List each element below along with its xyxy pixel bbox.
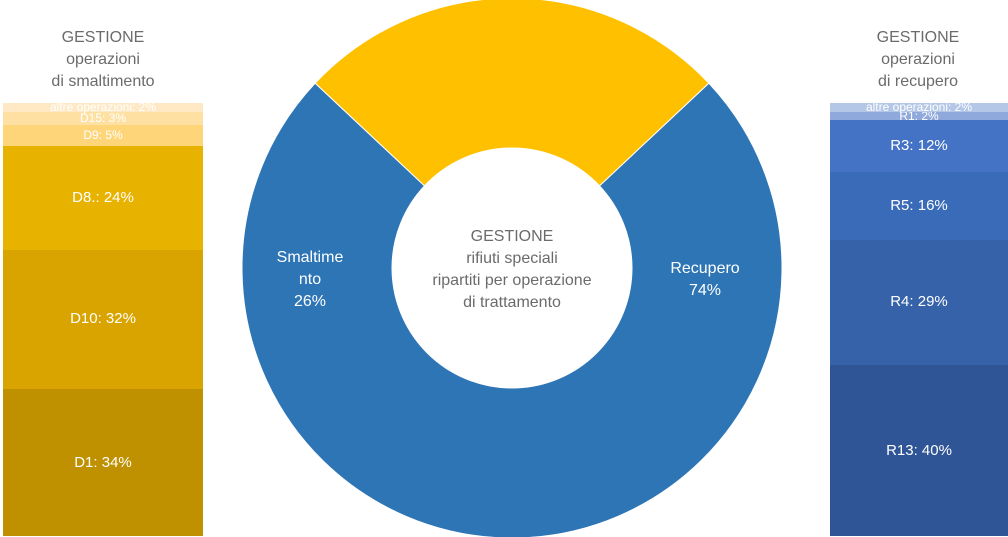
disposal-title-line3: di smaltimento <box>51 73 155 90</box>
recovery-stack-title: GESTIONE operazioni di recupero <box>818 27 1008 93</box>
disposal-segment-altre-operazioni: altre operazioni: 2% <box>3 101 203 113</box>
recovery-value-label: 74% <box>689 282 721 299</box>
recovery-name-label: Recupero <box>670 260 739 277</box>
disposal-stack-title: GESTIONE operazioni di smaltimento <box>3 27 203 93</box>
recovery-slice <box>241 82 783 537</box>
center-label-line3: ripartiti per operazione <box>432 272 591 289</box>
disposal-segment-d8: D8.: 24% <box>3 146 203 251</box>
recovery-segment-r3: R3: 12% <box>830 120 1008 172</box>
disposal-name-label: nto <box>299 271 321 288</box>
disposal-title-line2: operazioni <box>66 51 140 68</box>
recovery-segment-r1: R1: 2% <box>830 110 1008 121</box>
recovery-segment-r5: R5: 16% <box>830 171 1008 241</box>
recovery-title-line3: di recupero <box>877 73 959 90</box>
recovery-segment-r4: R4: 29% <box>830 240 1008 365</box>
disposal-value-label: 26% <box>294 293 326 310</box>
recovery-title-line1: GESTIONE <box>876 29 960 46</box>
recovery-segment-r13: R13: 40% <box>830 364 1008 536</box>
center-label-line2: rifiuti speciali <box>466 250 558 267</box>
disposal-segment-d9: D9: 5% <box>3 124 203 147</box>
disposal-segment-d10: D10: 32% <box>3 250 203 389</box>
disposal-segment-d1: D1: 34% <box>3 388 203 536</box>
disposal-stacked-bar: D1: 34% D10: 32% D8.: 24% D9: 5% D15: 3% altr… <box>3 101 203 536</box>
disposal-title-line1: GESTIONE <box>61 29 145 46</box>
recovery-title-line2: operazioni <box>881 51 955 68</box>
center-label-line1: GESTIONE <box>471 228 554 245</box>
recovery-stacked-bar: R13: 40% R4: 29% R5: 16% R3: 12% R1: 2% altre… <box>830 101 1008 536</box>
disposal-segment-d15: D15: 3% <box>3 111 203 125</box>
recovery-segment-altre-operazioni: altre operazioni: 2% <box>830 101 1008 113</box>
disposal-slice <box>314 0 710 187</box>
center-label-line4: di trattamento <box>463 294 561 311</box>
disposal-name-label: Smaltime <box>277 249 344 266</box>
